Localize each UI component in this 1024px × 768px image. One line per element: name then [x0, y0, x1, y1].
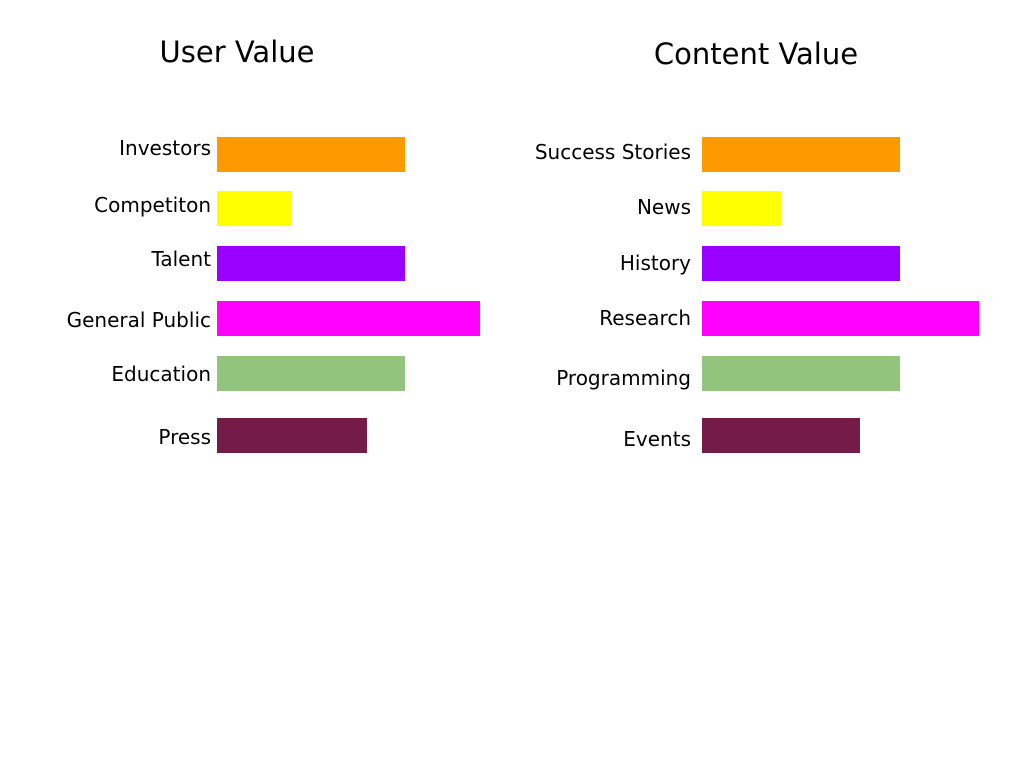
user-bar-competiton	[217, 191, 292, 226]
user-bar-education	[217, 356, 405, 391]
user-label-education: Education	[111, 362, 211, 386]
content-bar-history	[702, 246, 900, 281]
user-label-general-public: General Public	[66, 308, 211, 332]
content-value-title: Content Value	[653, 37, 859, 71]
content-bar-research	[702, 301, 979, 336]
user-bar-talent	[217, 246, 405, 281]
user-bar-investors	[217, 137, 405, 172]
content-bar-success-stories	[702, 137, 900, 172]
content-label-history: History	[619, 251, 691, 275]
user-bar-general-public	[217, 301, 480, 336]
user-label-talent: Talent	[151, 247, 211, 271]
content-bar-events	[702, 418, 860, 453]
content-label-success-stories: Success Stories	[534, 140, 691, 164]
content-label-research: Research	[599, 306, 691, 330]
user-bar-press	[217, 418, 367, 453]
content-label-programming: Programming	[556, 366, 691, 390]
user-label-competiton: Competiton	[94, 193, 211, 217]
content-label-news: News	[636, 195, 691, 219]
content-bar-programming	[702, 356, 900, 391]
user-label-press: Press	[158, 425, 211, 449]
user-value-title: User Value	[159, 35, 315, 69]
user-label-investors: Investors	[119, 136, 211, 160]
content-label-events: Events	[623, 427, 691, 451]
content-bar-news	[702, 191, 781, 226]
